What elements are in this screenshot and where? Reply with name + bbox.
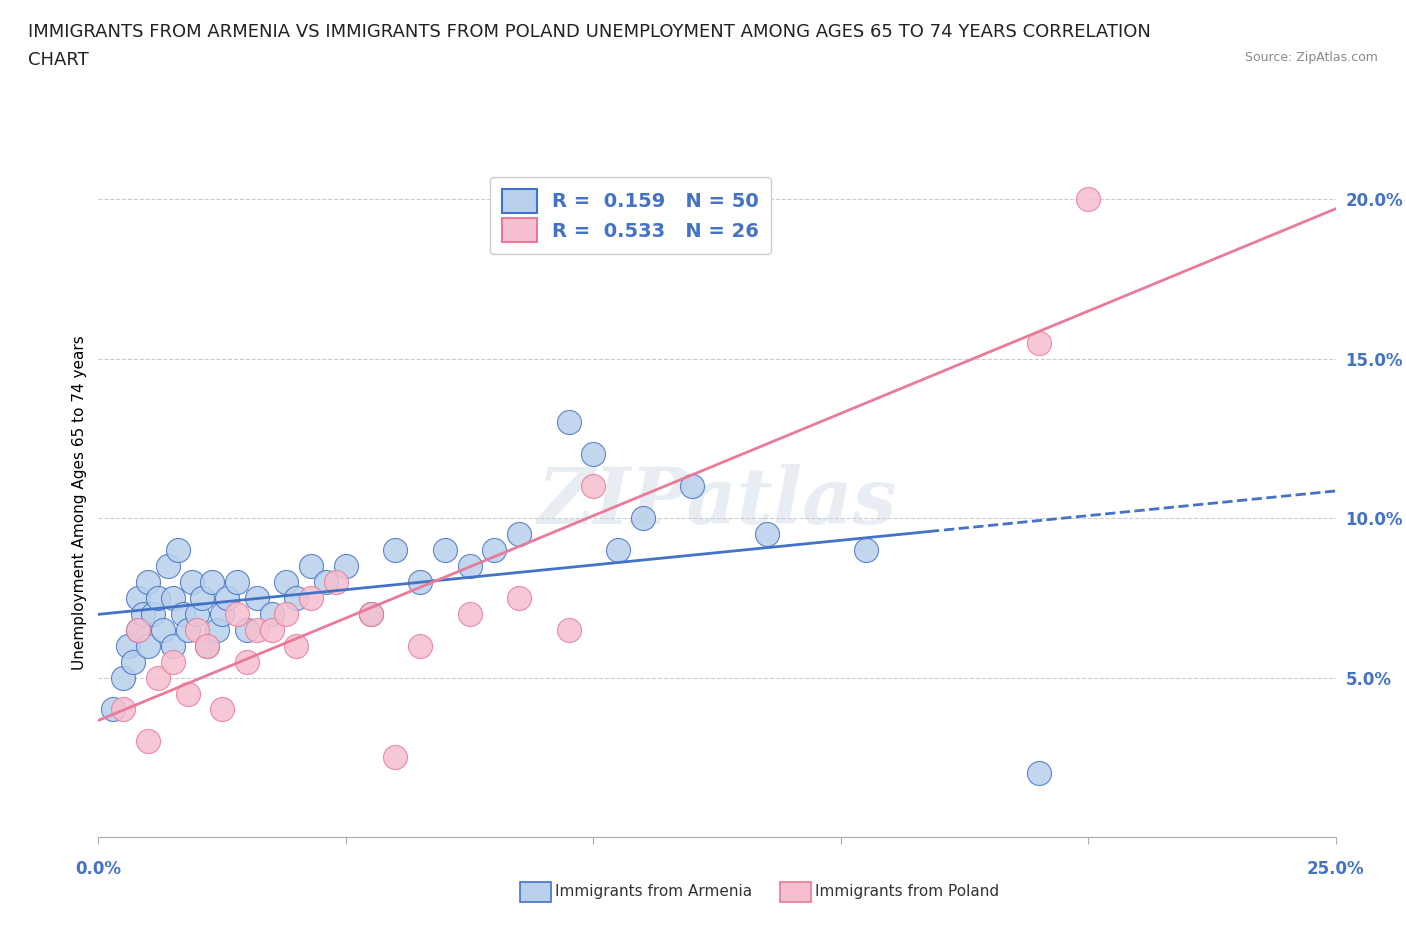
Point <box>217 591 239 605</box>
Point <box>246 622 269 637</box>
Point <box>103 702 125 717</box>
Point <box>325 575 347 590</box>
Point <box>117 638 139 653</box>
Point <box>136 575 159 590</box>
Point <box>166 542 188 557</box>
Point <box>607 542 630 557</box>
Point <box>631 511 654 525</box>
Point <box>409 638 432 653</box>
Point <box>226 575 249 590</box>
Point <box>136 638 159 653</box>
Text: Immigrants from Poland: Immigrants from Poland <box>815 884 1000 899</box>
Point <box>176 622 198 637</box>
Point <box>260 606 283 621</box>
Point <box>122 654 145 669</box>
Text: Source: ZipAtlas.com: Source: ZipAtlas.com <box>1244 51 1378 64</box>
Point <box>384 542 406 557</box>
Point <box>205 622 228 637</box>
Point <box>285 638 308 653</box>
Point <box>226 606 249 621</box>
Point <box>557 415 579 430</box>
Point <box>582 479 605 494</box>
Point <box>191 591 214 605</box>
Point <box>855 542 877 557</box>
Point <box>211 702 233 717</box>
Legend: R =  0.159   N = 50, R =  0.533   N = 26: R = 0.159 N = 50, R = 0.533 N = 26 <box>491 177 770 254</box>
Point <box>127 591 149 605</box>
Point <box>132 606 155 621</box>
Point <box>508 591 530 605</box>
Point <box>127 622 149 637</box>
Point <box>458 559 481 574</box>
Text: 25.0%: 25.0% <box>1308 860 1364 878</box>
Point <box>136 734 159 749</box>
Point <box>211 606 233 621</box>
Point <box>236 654 259 669</box>
Point <box>195 638 218 653</box>
Point <box>1028 336 1050 351</box>
Point <box>112 702 135 717</box>
Point <box>582 447 605 462</box>
Point <box>360 606 382 621</box>
Point <box>458 606 481 621</box>
Point <box>299 591 322 605</box>
Text: ZIPatlas: ZIPatlas <box>537 464 897 540</box>
Point <box>176 686 198 701</box>
Point <box>162 638 184 653</box>
Point <box>146 671 169 685</box>
Point <box>433 542 456 557</box>
Point <box>276 606 298 621</box>
Point <box>146 591 169 605</box>
Text: CHART: CHART <box>28 51 89 69</box>
Point <box>127 622 149 637</box>
Text: IMMIGRANTS FROM ARMENIA VS IMMIGRANTS FROM POLAND UNEMPLOYMENT AMONG AGES 65 TO : IMMIGRANTS FROM ARMENIA VS IMMIGRANTS FR… <box>28 23 1152 41</box>
Point <box>195 638 218 653</box>
Point <box>755 526 778 541</box>
Point <box>360 606 382 621</box>
Point <box>299 559 322 574</box>
Point <box>557 622 579 637</box>
Point <box>246 591 269 605</box>
Point <box>162 591 184 605</box>
Point <box>409 575 432 590</box>
Y-axis label: Unemployment Among Ages 65 to 74 years: Unemployment Among Ages 65 to 74 years <box>72 335 87 670</box>
Point <box>276 575 298 590</box>
Point <box>112 671 135 685</box>
Point <box>236 622 259 637</box>
Point <box>285 591 308 605</box>
Point <box>172 606 194 621</box>
Point <box>186 622 208 637</box>
Point <box>186 606 208 621</box>
Point <box>335 559 357 574</box>
Point <box>1028 765 1050 780</box>
Point <box>181 575 204 590</box>
Point <box>156 559 179 574</box>
Text: Immigrants from Armenia: Immigrants from Armenia <box>555 884 752 899</box>
Point <box>142 606 165 621</box>
Point <box>152 622 174 637</box>
Text: 0.0%: 0.0% <box>76 860 121 878</box>
Point <box>508 526 530 541</box>
Point <box>260 622 283 637</box>
Point <box>384 750 406 764</box>
Point <box>315 575 337 590</box>
Point <box>201 575 224 590</box>
Point <box>484 542 506 557</box>
Point <box>681 479 703 494</box>
Point <box>1077 192 1099 206</box>
Point <box>162 654 184 669</box>
